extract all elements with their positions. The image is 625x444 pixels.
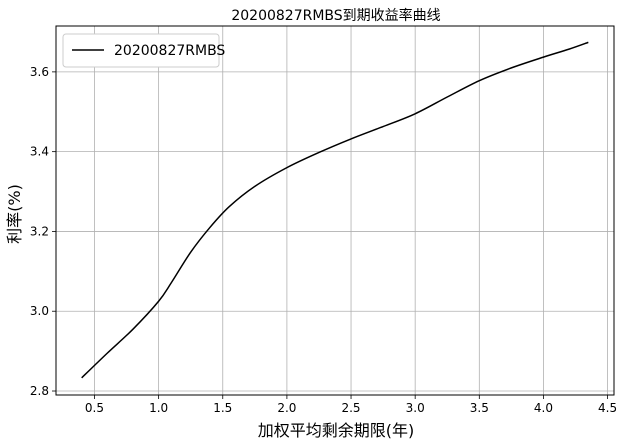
x-axis-label: 加权平均剩余期限(年): [258, 421, 415, 440]
y-tick-label: 3.0: [30, 304, 49, 318]
plot-frame: [55, 25, 615, 396]
y-tick-label: 3.4: [30, 145, 49, 159]
y-tick-label: 3.6: [30, 65, 49, 79]
x-tick-label: 3.0: [406, 401, 425, 415]
y-axis-label: 利率(%): [5, 184, 24, 244]
x-tick-label: 1.0: [149, 401, 168, 415]
x-tick-label: 1.5: [213, 401, 232, 415]
x-tick-label: 2.0: [277, 401, 296, 415]
chart-title: 20200827RMBS到期收益率曲线: [231, 7, 440, 24]
legend: 20200827RMBS: [62, 33, 225, 68]
legend-box: [62, 33, 220, 68]
series-line: [81, 41, 589, 379]
x-tick-label: 2.5: [341, 401, 360, 415]
x-tick-label: 4.0: [534, 401, 553, 415]
y-tick-label: 3.2: [30, 224, 49, 238]
x-axis-ticks: 0.5 1.0 1.5 2.0 2.5 3.0 3.5 4.0 4.5: [85, 395, 617, 415]
y-tick-label: 2.8: [30, 384, 49, 398]
y-axis-ticks: 2.8 3.0 3.2 3.4 3.6: [30, 65, 56, 398]
x-tick-label: 3.5: [470, 401, 489, 415]
series-group: [81, 41, 589, 379]
legend-entry-label: 20200827RMBS: [114, 43, 225, 59]
x-tick-label: 4.5: [598, 401, 617, 415]
x-tick-label: 0.5: [85, 401, 104, 415]
plot-area: [56, 26, 614, 395]
